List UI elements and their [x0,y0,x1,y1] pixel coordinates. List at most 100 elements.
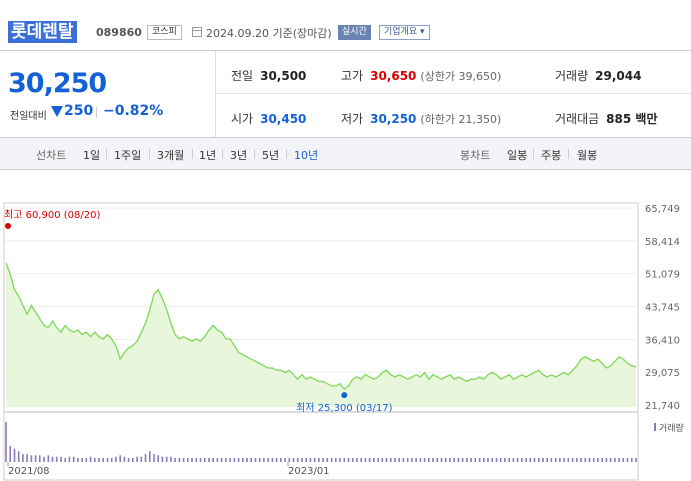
volume-bar [85,458,88,462]
realtime-button[interactable]: 실시간 [338,25,371,40]
volume-bar [491,458,493,462]
y-tick-label: 51,079 [645,270,680,281]
volume-bar [597,458,599,462]
volume-bar [288,458,291,462]
volume-bar [554,458,557,462]
volume-bar [461,458,464,462]
volume-bar [208,458,210,462]
price-change-percent: −0.82% [103,103,164,119]
prev-close: 전일 30,500 [231,67,306,84]
stock-name: 롯데렌탈 [8,21,77,43]
volume-bar [127,458,130,462]
volume-bar [170,456,172,462]
tab-3y[interactable]: 3년 [230,149,248,162]
open-price: 시가 30,450 [231,110,306,127]
y-tick-label: 21,740 [645,401,680,412]
volume-bar [542,458,544,462]
volume-bar [233,458,236,462]
y-tick-label: 65,749 [645,204,680,215]
volume-bar [440,458,443,462]
volume-bar [335,458,337,462]
price-chart[interactable]: 65,749 58,414 51,079 43,745 36,410 29,075 21,7… [0,175,691,481]
down-triangle-icon [51,106,63,117]
volume-bar [149,451,151,462]
tab-1w[interactable]: 1주일 [114,149,142,162]
volume-value: 29,044 [595,69,642,83]
tab-3m[interactable]: 3개월 [157,149,185,162]
volume-bar [110,458,113,462]
volume-bar [254,458,257,462]
volume-bar [89,456,92,462]
compare-label: 전일대비 [10,111,47,122]
volume-bar [508,458,510,462]
volume-bar [576,458,578,462]
trade-amount-label: 거래대금 [555,112,600,126]
volume-bar [242,458,244,462]
volume-bar [140,456,143,462]
tab-weekly-candle[interactable]: 주봉 [541,149,562,162]
volume-bar [614,458,616,462]
volume-bar [220,458,223,462]
volume-bar [605,458,608,462]
tab-10y[interactable]: 10년 [294,149,319,162]
volume-bar [30,455,33,462]
tab-1d[interactable]: 1일 [83,149,101,162]
day-low-label: 저가 [341,112,364,126]
current-price: 30,250 [8,68,107,99]
volume: 거래량 29,044 [555,67,641,84]
volume-bar [538,458,540,462]
volume-bar [165,456,168,462]
high-annotation: 최고 60,900 (08/20) [4,209,100,221]
tab-1y[interactable]: 1년 [199,149,217,162]
volume-bar [419,458,422,462]
volume-bar [318,458,320,462]
volume-bar [373,458,375,462]
volume-bar [343,458,346,462]
volume-bar [250,458,252,462]
volume-bar [43,456,45,462]
day-high-value: 30,650 [370,69,417,83]
high-marker [5,223,11,229]
upper-limit: (상한가 39,650) [420,70,502,83]
low-marker [341,392,348,399]
volume-bar [563,458,565,462]
volume-bar [330,458,333,462]
divider [149,149,150,159]
volume-bar [398,458,400,462]
y-tick-label: 58,414 [645,237,680,248]
volume-bar [284,458,286,462]
volume-bar [267,458,269,462]
divider [568,149,569,159]
stock-header: 롯데렌탈 089860 코스피 2024.09.20 기준(장마감) 실시간 기… [0,0,691,50]
volume-bar [178,458,181,462]
day-low: 저가 30,250 (하한가 21,350) [341,110,501,127]
open-price-label: 시가 [231,112,254,126]
volume-bar [466,458,468,462]
volume-label: 거래량 [555,69,589,83]
volume-bar [381,458,384,462]
tab-daily-candle[interactable]: 일봉 [507,149,528,162]
tab-monthly-candle[interactable]: 월봉 [577,149,598,162]
volume-legend-label: 거래량 [659,422,684,434]
volume-bar [144,454,147,462]
volume-bar [385,458,388,462]
volume-bar [81,458,83,462]
tab-5y[interactable]: 5년 [262,149,280,162]
volume-bar [55,456,58,462]
calendar-icon [192,27,202,37]
trade-amount: 거래대금 885 백만 [555,110,657,127]
volume-bar [356,458,358,462]
volume-bar [533,458,536,462]
volume-bar [444,458,447,462]
volume-bar [474,458,477,462]
volume-bar [483,458,485,462]
volume-bar [601,458,603,462]
volume-bar [34,455,37,462]
volume-bar [622,458,625,462]
volume-bar [22,454,24,462]
prev-close-value: 30,500 [260,69,307,83]
volume-bar [115,456,117,462]
company-overview-button[interactable]: 기업개요 ▾ [379,25,430,40]
open-price-value: 30,450 [260,112,307,126]
volume-bar [271,458,274,462]
